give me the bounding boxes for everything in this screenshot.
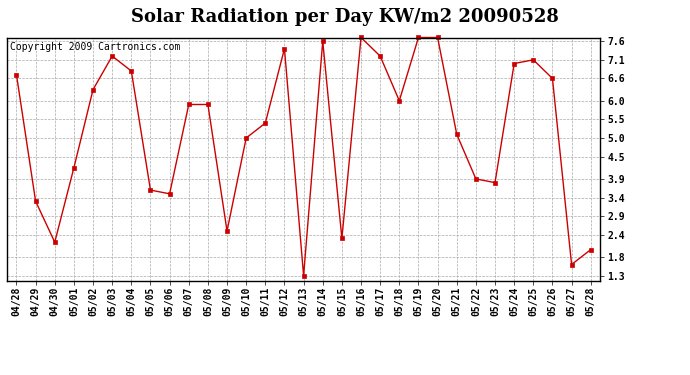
Text: Copyright 2009 Cartronics.com: Copyright 2009 Cartronics.com	[10, 42, 180, 52]
Text: Solar Radiation per Day KW/m2 20090528: Solar Radiation per Day KW/m2 20090528	[131, 8, 559, 26]
